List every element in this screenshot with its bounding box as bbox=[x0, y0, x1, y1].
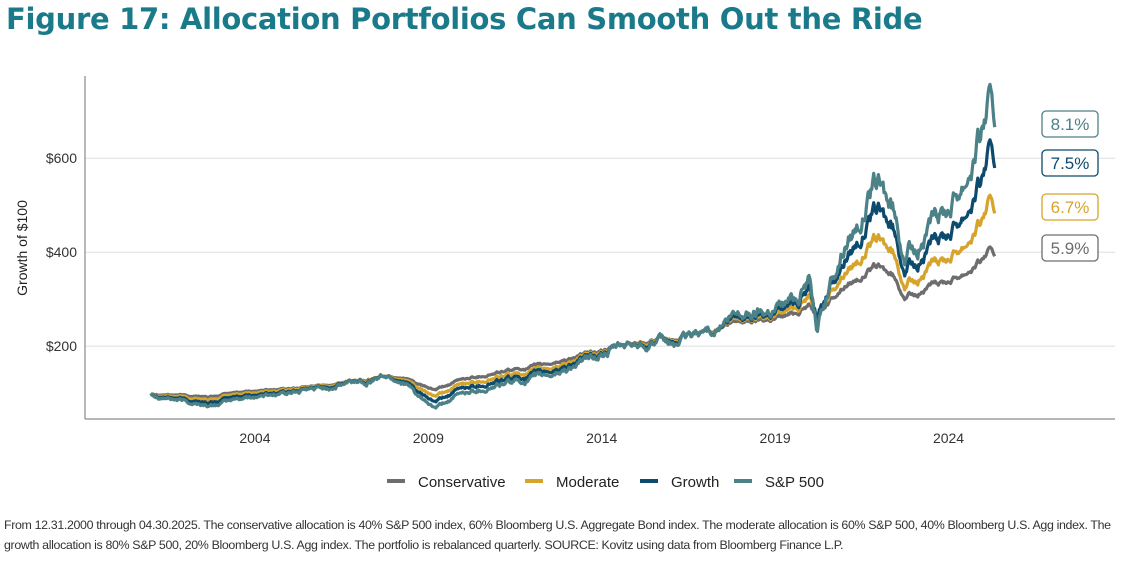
series-line-3 bbox=[149, 82, 997, 410]
end-label-box bbox=[1041, 193, 1099, 221]
legend-label: Moderate bbox=[556, 474, 619, 491]
y-tick-labels: $200 $400 $600 bbox=[46, 150, 77, 354]
end-label: 6.7% bbox=[1051, 198, 1090, 217]
x-tick-label: 2004 bbox=[239, 430, 270, 446]
x-tick-label: 2024 bbox=[933, 430, 964, 446]
series-line-0 bbox=[150, 245, 997, 399]
end-label: 5.9% bbox=[1051, 239, 1090, 258]
end-label-box bbox=[1041, 234, 1099, 262]
legend-label: Conservative bbox=[418, 474, 506, 491]
series-lines bbox=[149, 82, 997, 410]
y-tick-label: $200 bbox=[46, 338, 77, 354]
x-tick-label: 2014 bbox=[586, 430, 617, 446]
legend: Conservative Moderate Growth S&P 500 bbox=[387, 474, 824, 491]
end-labels: 5.9% 6.7% 7.5% 8.1% bbox=[1041, 110, 1099, 262]
gridlines bbox=[85, 157, 1115, 347]
end-label: 8.1% bbox=[1051, 115, 1090, 134]
growth-chart: $200 $400 $600 2004 2009 2014 2019 2024 Growth… bbox=[14, 76, 1115, 491]
y-axis-label: Growth of $100 bbox=[14, 200, 30, 296]
y-tick-label: $600 bbox=[46, 150, 77, 166]
y-tick-label: $400 bbox=[46, 244, 77, 260]
x-tick-label: 2009 bbox=[413, 430, 444, 446]
legend-label: Growth bbox=[671, 474, 719, 491]
x-tick-label: 2019 bbox=[760, 430, 791, 446]
end-label: 7.5% bbox=[1051, 154, 1090, 173]
x-tick-labels: 2004 2009 2014 2019 2024 bbox=[239, 430, 964, 446]
page-title: Figure 17: Allocation Portfolios Can Smo… bbox=[6, 2, 923, 36]
legend-label: S&P 500 bbox=[765, 474, 824, 491]
end-label-box bbox=[1041, 149, 1099, 177]
footnote: From 12.31.2000 through 04.30.2025. The … bbox=[4, 518, 1111, 552]
end-label-box bbox=[1041, 110, 1099, 138]
